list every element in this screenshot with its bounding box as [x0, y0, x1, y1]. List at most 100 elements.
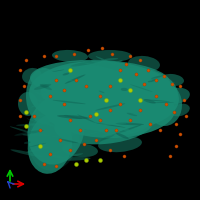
Ellipse shape — [34, 84, 51, 90]
Ellipse shape — [118, 72, 138, 76]
Ellipse shape — [146, 79, 155, 81]
Ellipse shape — [64, 88, 92, 93]
Ellipse shape — [110, 78, 118, 81]
Ellipse shape — [41, 72, 111, 108]
Ellipse shape — [162, 88, 190, 104]
Ellipse shape — [52, 50, 88, 62]
Ellipse shape — [111, 121, 118, 123]
Ellipse shape — [60, 143, 74, 148]
Ellipse shape — [39, 108, 72, 110]
Ellipse shape — [24, 141, 31, 144]
Ellipse shape — [32, 130, 49, 132]
Ellipse shape — [92, 73, 124, 86]
Ellipse shape — [54, 104, 154, 144]
Ellipse shape — [32, 64, 176, 128]
Ellipse shape — [94, 105, 154, 135]
Ellipse shape — [100, 134, 114, 141]
Ellipse shape — [149, 102, 174, 103]
Ellipse shape — [89, 86, 103, 90]
Ellipse shape — [126, 77, 152, 81]
Ellipse shape — [109, 72, 129, 80]
Ellipse shape — [91, 60, 103, 64]
Ellipse shape — [29, 123, 49, 126]
Ellipse shape — [30, 143, 46, 147]
Ellipse shape — [94, 123, 126, 125]
Ellipse shape — [29, 61, 179, 131]
Ellipse shape — [121, 88, 128, 91]
Ellipse shape — [144, 99, 156, 104]
Ellipse shape — [170, 104, 190, 116]
Ellipse shape — [52, 83, 62, 84]
Ellipse shape — [95, 103, 125, 111]
Ellipse shape — [58, 87, 91, 96]
Ellipse shape — [30, 60, 170, 100]
Ellipse shape — [96, 56, 116, 65]
Ellipse shape — [81, 82, 101, 91]
Ellipse shape — [52, 74, 82, 85]
Ellipse shape — [38, 82, 46, 85]
Ellipse shape — [34, 106, 51, 111]
Ellipse shape — [128, 99, 150, 101]
Ellipse shape — [26, 146, 51, 153]
Ellipse shape — [127, 113, 137, 116]
Ellipse shape — [103, 122, 118, 126]
Ellipse shape — [47, 134, 68, 138]
Ellipse shape — [130, 84, 153, 92]
Ellipse shape — [150, 100, 166, 107]
Ellipse shape — [125, 127, 138, 132]
Ellipse shape — [37, 115, 45, 116]
Ellipse shape — [40, 84, 49, 88]
Ellipse shape — [31, 98, 50, 104]
Ellipse shape — [105, 58, 118, 60]
Ellipse shape — [88, 50, 132, 62]
Ellipse shape — [46, 103, 55, 106]
Ellipse shape — [68, 124, 79, 126]
Ellipse shape — [86, 99, 117, 104]
Ellipse shape — [55, 157, 91, 161]
Ellipse shape — [125, 89, 147, 96]
Ellipse shape — [151, 94, 157, 96]
Ellipse shape — [18, 92, 38, 116]
Ellipse shape — [53, 100, 86, 104]
Ellipse shape — [128, 56, 160, 72]
Ellipse shape — [55, 85, 165, 115]
Ellipse shape — [48, 154, 65, 159]
Ellipse shape — [22, 68, 42, 84]
Ellipse shape — [45, 78, 155, 102]
Ellipse shape — [144, 99, 170, 102]
Ellipse shape — [132, 107, 161, 115]
Ellipse shape — [102, 68, 178, 112]
Ellipse shape — [14, 130, 44, 136]
Ellipse shape — [28, 114, 72, 174]
Ellipse shape — [27, 95, 85, 165]
Ellipse shape — [35, 144, 48, 149]
Ellipse shape — [85, 130, 106, 135]
Ellipse shape — [41, 86, 151, 106]
Ellipse shape — [74, 109, 93, 114]
Ellipse shape — [50, 65, 130, 95]
Ellipse shape — [148, 79, 156, 82]
Ellipse shape — [98, 136, 142, 152]
Ellipse shape — [116, 133, 129, 139]
Ellipse shape — [63, 73, 69, 75]
Ellipse shape — [93, 104, 122, 109]
Ellipse shape — [70, 60, 102, 67]
Ellipse shape — [88, 74, 106, 80]
Ellipse shape — [64, 115, 82, 119]
Ellipse shape — [160, 74, 184, 86]
Ellipse shape — [43, 122, 55, 127]
Ellipse shape — [86, 113, 111, 120]
Ellipse shape — [10, 149, 44, 157]
Ellipse shape — [51, 150, 64, 155]
Ellipse shape — [35, 92, 63, 102]
Ellipse shape — [62, 143, 98, 157]
Ellipse shape — [82, 62, 104, 67]
Ellipse shape — [97, 119, 124, 127]
Ellipse shape — [73, 89, 97, 99]
Ellipse shape — [10, 126, 43, 137]
Ellipse shape — [29, 105, 79, 171]
Ellipse shape — [39, 140, 46, 143]
Ellipse shape — [30, 92, 63, 94]
Ellipse shape — [86, 109, 92, 111]
Ellipse shape — [99, 91, 105, 93]
